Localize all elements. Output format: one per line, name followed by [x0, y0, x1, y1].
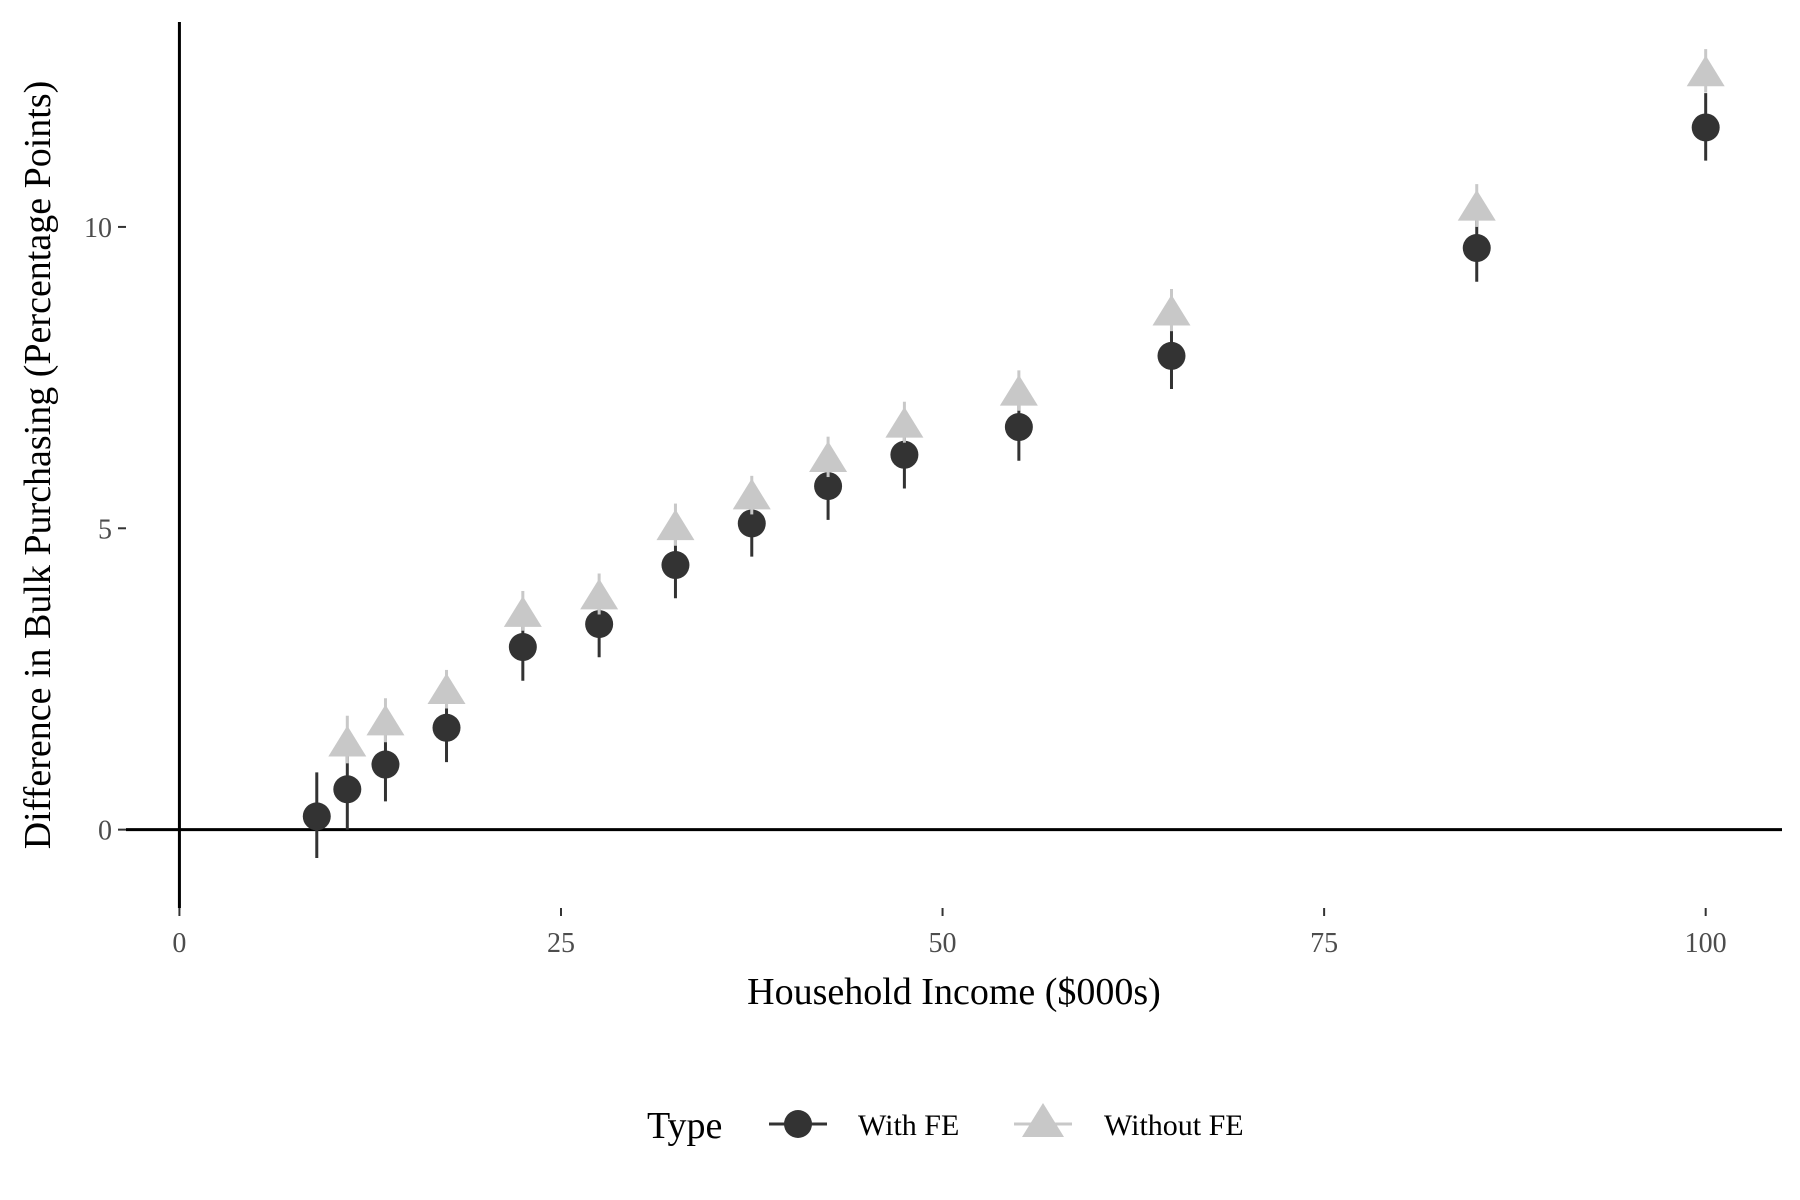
- data-point: [302, 802, 331, 831]
- data-point: [732, 478, 771, 510]
- data-point: [503, 596, 542, 627]
- legend-title: Type: [647, 1105, 722, 1147]
- axes: 0 25 50 75 100 0 5 10 Household Income ($000s) Di…: [17, 81, 1727, 1013]
- legend-label-with-fe: With FE: [858, 1109, 959, 1142]
- data-point: [1157, 341, 1186, 370]
- x-tick-label: 50: [929, 928, 957, 959]
- legend-label-without-fe: Without FE: [1104, 1109, 1244, 1142]
- x-axis-title: Household Income ($000s): [747, 971, 1161, 1013]
- data-point: [585, 610, 614, 639]
- x-tick-label: 25: [547, 928, 575, 959]
- y-tick-label: 0: [98, 816, 112, 847]
- legend-key-without-fe: [1022, 1103, 1064, 1138]
- data-point: [432, 713, 461, 742]
- data-point: [371, 750, 400, 779]
- series-without-fe: [328, 49, 1725, 764]
- x-tick-label: 75: [1310, 928, 1338, 959]
- data-point: [328, 725, 367, 757]
- data-point: [999, 374, 1038, 406]
- data-point: [656, 509, 695, 541]
- legend: Type With FE Without FE: [647, 1103, 1244, 1147]
- data-point: [809, 441, 848, 472]
- x-tick-label: 0: [172, 928, 186, 959]
- data-point: [1686, 55, 1725, 87]
- plot-area: [126, 22, 1782, 908]
- data-point: [508, 633, 537, 662]
- data-point: [661, 551, 690, 580]
- data-point: [1691, 113, 1720, 142]
- y-tick-label: 10: [84, 213, 112, 244]
- data-point: [366, 704, 405, 736]
- data-point: [1457, 189, 1496, 221]
- data-point: [890, 440, 919, 469]
- y-tick-label: 5: [98, 514, 112, 545]
- data-point: [814, 472, 843, 501]
- series-with-fe: [302, 93, 1720, 858]
- data-point: [427, 673, 466, 705]
- data-point: [737, 509, 766, 538]
- y-axis-title: Difference in Bulk Purchasing (Percentag…: [17, 81, 59, 850]
- x-tick-label: 100: [1685, 928, 1727, 959]
- legend-key-with-fe: [784, 1110, 812, 1138]
- data-point: [1152, 294, 1191, 326]
- data-point: [1004, 413, 1033, 442]
- data-point: [580, 578, 619, 610]
- data-point: [1462, 234, 1491, 263]
- data-point: [885, 406, 924, 438]
- data-point: [333, 775, 362, 804]
